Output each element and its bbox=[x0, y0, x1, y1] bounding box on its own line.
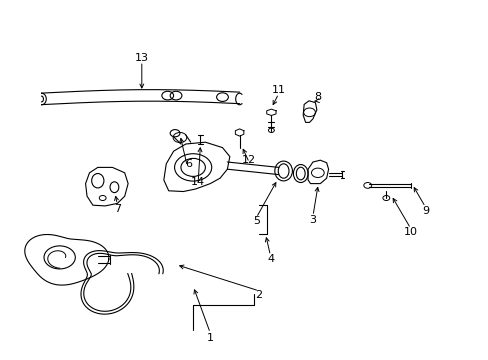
Text: 3: 3 bbox=[309, 215, 316, 225]
Text: 1: 1 bbox=[206, 333, 213, 343]
Text: 11: 11 bbox=[271, 85, 285, 95]
Text: 5: 5 bbox=[253, 216, 260, 226]
Text: 8: 8 bbox=[314, 92, 321, 102]
Text: 13: 13 bbox=[135, 53, 148, 63]
Text: 14: 14 bbox=[191, 177, 204, 187]
Text: 7: 7 bbox=[114, 204, 121, 214]
Text: 12: 12 bbox=[242, 155, 256, 165]
Text: 10: 10 bbox=[403, 227, 417, 237]
Text: 9: 9 bbox=[421, 206, 428, 216]
Text: 6: 6 bbox=[184, 159, 191, 169]
Text: 2: 2 bbox=[255, 290, 262, 300]
Text: 4: 4 bbox=[267, 254, 274, 264]
